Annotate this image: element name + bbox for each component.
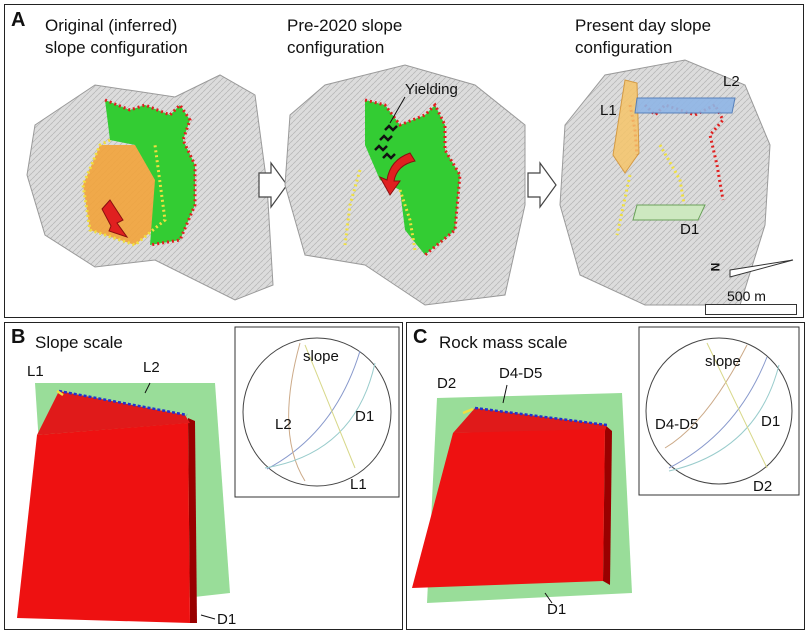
label-l1: L1	[600, 102, 617, 119]
block-label-l1: L1	[27, 363, 44, 380]
leader-d4d5	[502, 384, 508, 404]
stereo-label-slope-b: slope	[303, 348, 339, 365]
yielding-marks	[374, 124, 398, 160]
greatcircle-l2-b	[288, 342, 306, 482]
red-outline-pre2020	[364, 98, 462, 257]
motion-arrow-original	[101, 199, 129, 238]
plane-d1	[632, 204, 706, 221]
rock-block-face	[17, 423, 190, 623]
leader-d1	[200, 614, 216, 620]
rock-block-face	[412, 429, 605, 588]
red-outline-original	[104, 98, 197, 247]
panel-b: B Slope scale L1 L2 D1 slope L2 D1 L1	[4, 322, 403, 630]
stereo-label-l2: L2	[275, 416, 292, 433]
panel-c-title: Rock mass scale	[439, 333, 568, 352]
block-label-d1: D1	[547, 601, 567, 618]
block-label-l2: L2	[143, 359, 160, 376]
greatcircle-slope-c	[668, 356, 768, 469]
motion-arrow-pre2020	[378, 152, 416, 196]
scale-bar	[705, 304, 797, 315]
rock-block-top	[453, 408, 607, 433]
plane-l1	[612, 79, 640, 174]
caption-present-line2: configuration	[575, 38, 673, 57]
caption-original-line1: Original (inferred)	[45, 16, 178, 35]
greatcircle-l1-b	[304, 344, 356, 469]
transition-arrow-1	[258, 161, 288, 209]
caption-original-line2: slope configuration	[45, 38, 188, 57]
rock-block-top	[37, 391, 190, 435]
panel-c: C Rock mass scale D2 D4-D5 D1 slope D4-D…	[406, 322, 805, 630]
north-arrow	[729, 259, 794, 278]
stereonet-frame-b	[234, 326, 400, 498]
terrain-map-present	[559, 59, 771, 306]
panel-c-letter: C	[413, 326, 428, 348]
yellow-outline-present	[615, 144, 687, 236]
block-edge-yellow	[56, 389, 64, 397]
caption-present-line1: Present day slope	[575, 16, 712, 35]
leader-d1	[544, 592, 553, 604]
greatcircle-d1-b	[264, 362, 376, 469]
greatcircle-d2-c	[706, 342, 768, 469]
north-label: N	[708, 262, 723, 272]
rock-block-side	[188, 418, 197, 623]
rock-block-side	[603, 425, 612, 585]
stereo-label-slope-c: slope	[705, 353, 741, 370]
leader-l2	[144, 382, 151, 394]
caption-pre2020-line1: Pre-2020 slope	[287, 16, 403, 35]
label-l2: L2	[723, 73, 740, 90]
stereonet-circle-b	[242, 337, 392, 487]
slide-area-original	[105, 100, 195, 245]
greatcircle-d1-c	[668, 364, 780, 472]
panel-b-letter: B	[11, 326, 26, 348]
stereo-label-l1: L1	[350, 476, 367, 493]
stereonet-frame-c	[638, 326, 800, 496]
inferred-original-mass	[83, 145, 165, 245]
yellow-outline-pre2020	[343, 169, 417, 251]
panel-a-letter: A	[11, 9, 26, 31]
stereo-label-d1-b: D1	[355, 408, 375, 425]
block-edge-yellow	[462, 407, 474, 415]
block-label-d2: D2	[437, 375, 457, 392]
greatcircle-slope-b	[266, 350, 361, 470]
plane-l2	[634, 97, 736, 114]
block-label-d1: D1	[217, 611, 237, 628]
block-edge-blue	[474, 406, 608, 427]
panel-c-graphics	[412, 326, 800, 604]
stereo-label-d4d5: D4-D5	[655, 416, 699, 433]
transition-arrow-2	[527, 161, 557, 209]
greatcircle-d4d5-c	[664, 344, 748, 449]
panel-a: A Original (inferred) slope configuratio…	[4, 4, 804, 318]
yielding-label: Yielding	[405, 81, 458, 98]
yielding-pointer	[389, 96, 406, 124]
block-label-d4d5: D4-D5	[499, 365, 543, 382]
panel-b-title: Slope scale	[35, 333, 123, 352]
stereo-label-d2: D2	[753, 478, 773, 495]
scale-label: 500 m	[727, 288, 766, 304]
yellow-outline-original	[81, 138, 167, 247]
stereonet-circle-c	[645, 337, 793, 485]
panel-a-graphics	[26, 59, 794, 306]
caption-pre2020-line2: configuration	[287, 38, 385, 57]
label-d1: D1	[680, 221, 700, 238]
stereo-label-d1-c: D1	[761, 413, 781, 430]
panel-b-graphics	[17, 326, 400, 623]
